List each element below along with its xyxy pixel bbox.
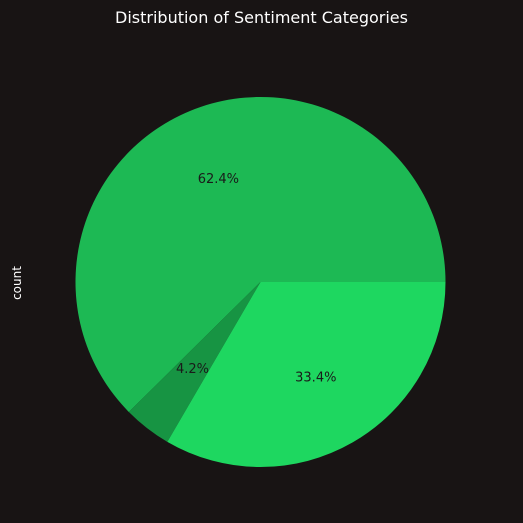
pie-slice-0 bbox=[75, 96, 446, 412]
pie-slice-2 bbox=[167, 282, 446, 467]
pie-slice-1 bbox=[128, 282, 261, 442]
pie-slice-label-2: 33.4% bbox=[295, 371, 336, 386]
pie-slice-label-1: 4.2% bbox=[176, 362, 209, 377]
pie-slice-label-0: 62.4% bbox=[198, 172, 239, 187]
chart-title: Distribution of Sentiment Categories bbox=[115, 8, 408, 27]
